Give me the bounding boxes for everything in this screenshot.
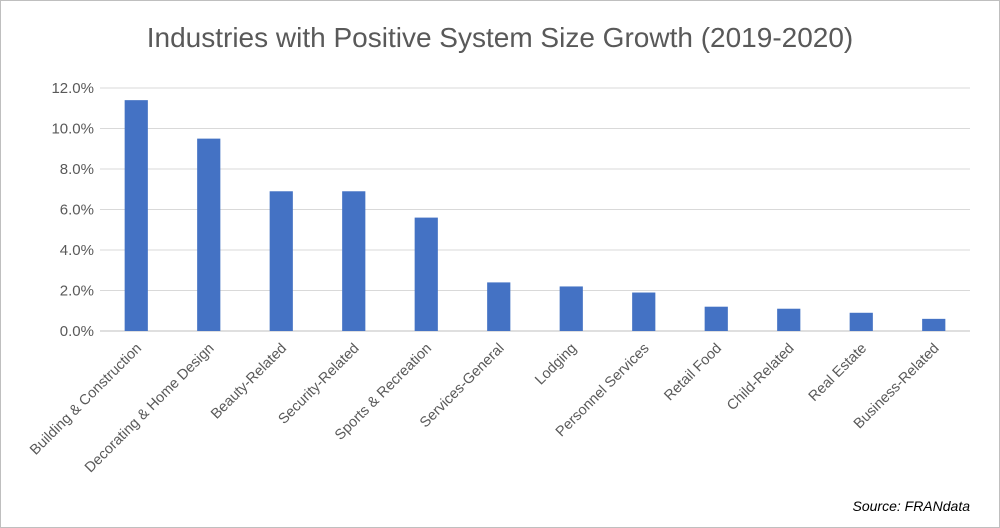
x-tick-label: Decorating & Home Design [82,341,218,477]
bar [124,100,148,332]
bar [487,282,511,331]
chart-title: Industries with Positive System Size Gro… [146,22,854,53]
bar [849,312,873,331]
bar [559,286,583,331]
x-tick-label: Real Estate [806,341,870,405]
bar [197,138,221,331]
y-tick-label: 0.0% [60,323,94,340]
bar [922,318,946,331]
x-tick-label: Child-Related [724,341,797,414]
y-tick-label: 6.0% [60,202,94,219]
y-tick-label: 12.0% [51,80,94,97]
y-tick-label: 8.0% [60,161,94,178]
y-tick-label: 4.0% [60,242,94,259]
x-tick-label: Retail Food [661,341,725,405]
x-tick-label: Beauty-Related [208,341,290,423]
bar [777,308,801,331]
bar [704,306,728,331]
source-note: Source: FRANdata [852,498,971,514]
y-tick-label: 10.0% [51,121,94,138]
bar [414,217,438,331]
bar [342,191,366,331]
x-tick-label: Lodging [532,341,580,389]
bar [269,191,293,331]
bar [632,292,656,331]
y-tick-label: 2.0% [60,283,94,300]
